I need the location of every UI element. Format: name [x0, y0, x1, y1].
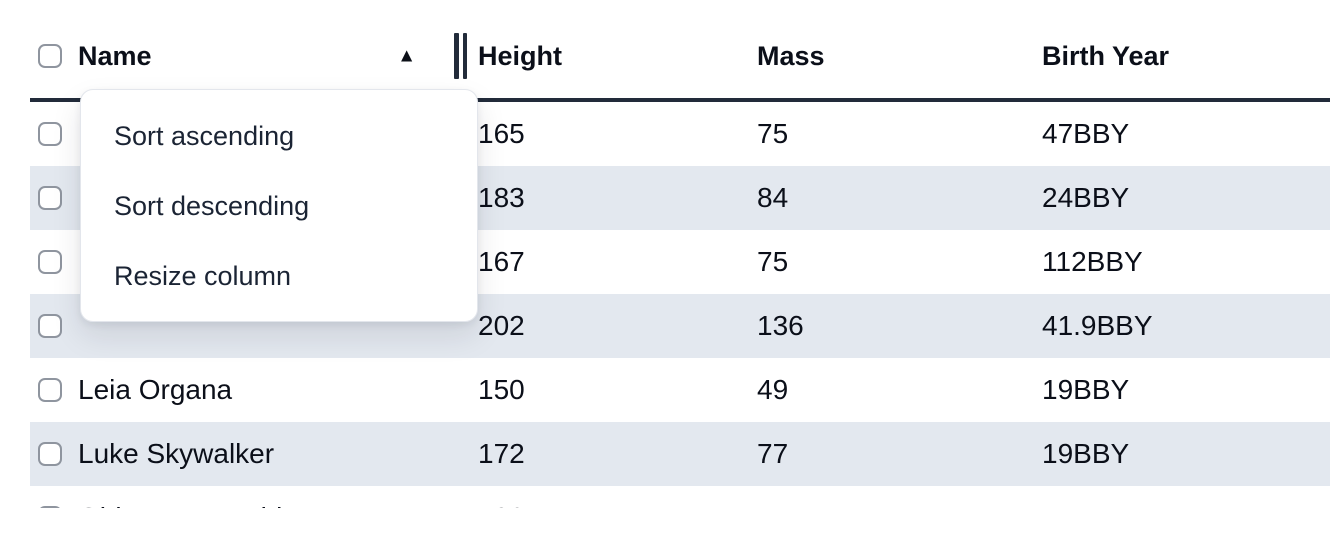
cell-birth-year: 19BBY — [1042, 374, 1130, 405]
table-header-row: Name ▲ Height Mass Birth Year — [30, 0, 1330, 102]
column-context-menu: Sort ascending Sort descending Resize colu… — [80, 89, 478, 322]
cell-mass: 75 — [757, 118, 789, 149]
table-row: Leia Organa 150 49 19BBY — [30, 358, 1330, 422]
column-header-name[interactable]: Name ▲ — [78, 14, 478, 98]
table-row: 165 75 47BBY — [30, 102, 1330, 166]
row-checkbox-cell — [30, 186, 78, 210]
cell-birth-year: 47BBY — [1042, 118, 1130, 149]
column-header-name-label: Name — [78, 40, 152, 71]
sort-ascending-icon: ▲ — [397, 45, 416, 67]
column-header-birth-year[interactable]: Birth Year — [1042, 40, 1170, 71]
cell-name: Obi-Wan Kenobi — [78, 502, 478, 508]
select-all-checkbox[interactable] — [38, 44, 62, 68]
row-checkbox[interactable] — [38, 250, 62, 274]
cell-mass: 77 — [757, 502, 1042, 508]
table-row: Obi-Wan Kenobi 182 77 57BBY — [30, 486, 1330, 508]
select-all-cell — [30, 44, 78, 68]
cell-height: 202 — [478, 310, 525, 341]
row-checkbox-cell — [30, 314, 78, 338]
cell-birth-year: 41.9BBY — [1042, 310, 1153, 341]
column-resize-handle[interactable] — [454, 33, 467, 79]
table-row: 167 75 112BBY — [30, 230, 1330, 294]
row-checkbox[interactable] — [38, 314, 62, 338]
context-menu-item[interactable]: Sort ascending — [114, 120, 295, 151]
cell-height: 165 — [478, 118, 525, 149]
row-checkbox[interactable] — [38, 122, 62, 146]
cell-height: 182 — [478, 502, 757, 508]
row-checkbox-cell — [30, 122, 78, 146]
cell-name: Luke Skywalker — [78, 438, 275, 469]
cell-mass: 77 — [757, 438, 789, 469]
cell-birth-year: 112BBY — [1042, 246, 1143, 277]
column-header-height[interactable]: Height — [478, 40, 562, 71]
row-checkbox[interactable] — [38, 442, 62, 466]
table-row: 202 136 41.9BBY — [30, 294, 1330, 358]
cell-birth-year: 24BBY — [1042, 182, 1130, 213]
row-checkbox[interactable] — [38, 506, 62, 508]
cell-mass: 49 — [757, 374, 789, 405]
context-menu-item[interactable]: Sort descending — [114, 190, 310, 221]
row-checkbox-cell — [30, 378, 78, 402]
context-menu-item[interactable]: Resize column — [114, 260, 292, 291]
row-checkbox-cell — [30, 506, 78, 508]
cell-mass: 136 — [757, 310, 804, 341]
data-table: Name ▲ Height Mass Birth Year 165 75 47B… — [30, 0, 1330, 508]
cell-mass: 75 — [757, 246, 789, 277]
cell-mass: 84 — [757, 182, 789, 213]
cell-height: 172 — [478, 438, 525, 469]
cell-birth-year: 19BBY — [1042, 438, 1130, 469]
row-checkbox[interactable] — [38, 186, 62, 210]
row-checkbox-cell — [30, 442, 78, 466]
table-row: Luke Skywalker 172 77 19BBY — [30, 422, 1330, 486]
row-checkbox-cell — [30, 250, 78, 274]
table-body: 165 75 47BBY 183 84 24BBY 167 75 112BBY … — [30, 102, 1330, 508]
column-header-mass[interactable]: Mass — [757, 40, 825, 71]
cell-height: 183 — [478, 182, 525, 213]
cell-birth-year: 57BBY — [1042, 502, 1330, 508]
cell-height: 150 — [478, 374, 525, 405]
row-checkbox[interactable] — [38, 378, 62, 402]
cell-name: Leia Organa — [78, 374, 233, 405]
cell-height: 167 — [478, 246, 525, 277]
